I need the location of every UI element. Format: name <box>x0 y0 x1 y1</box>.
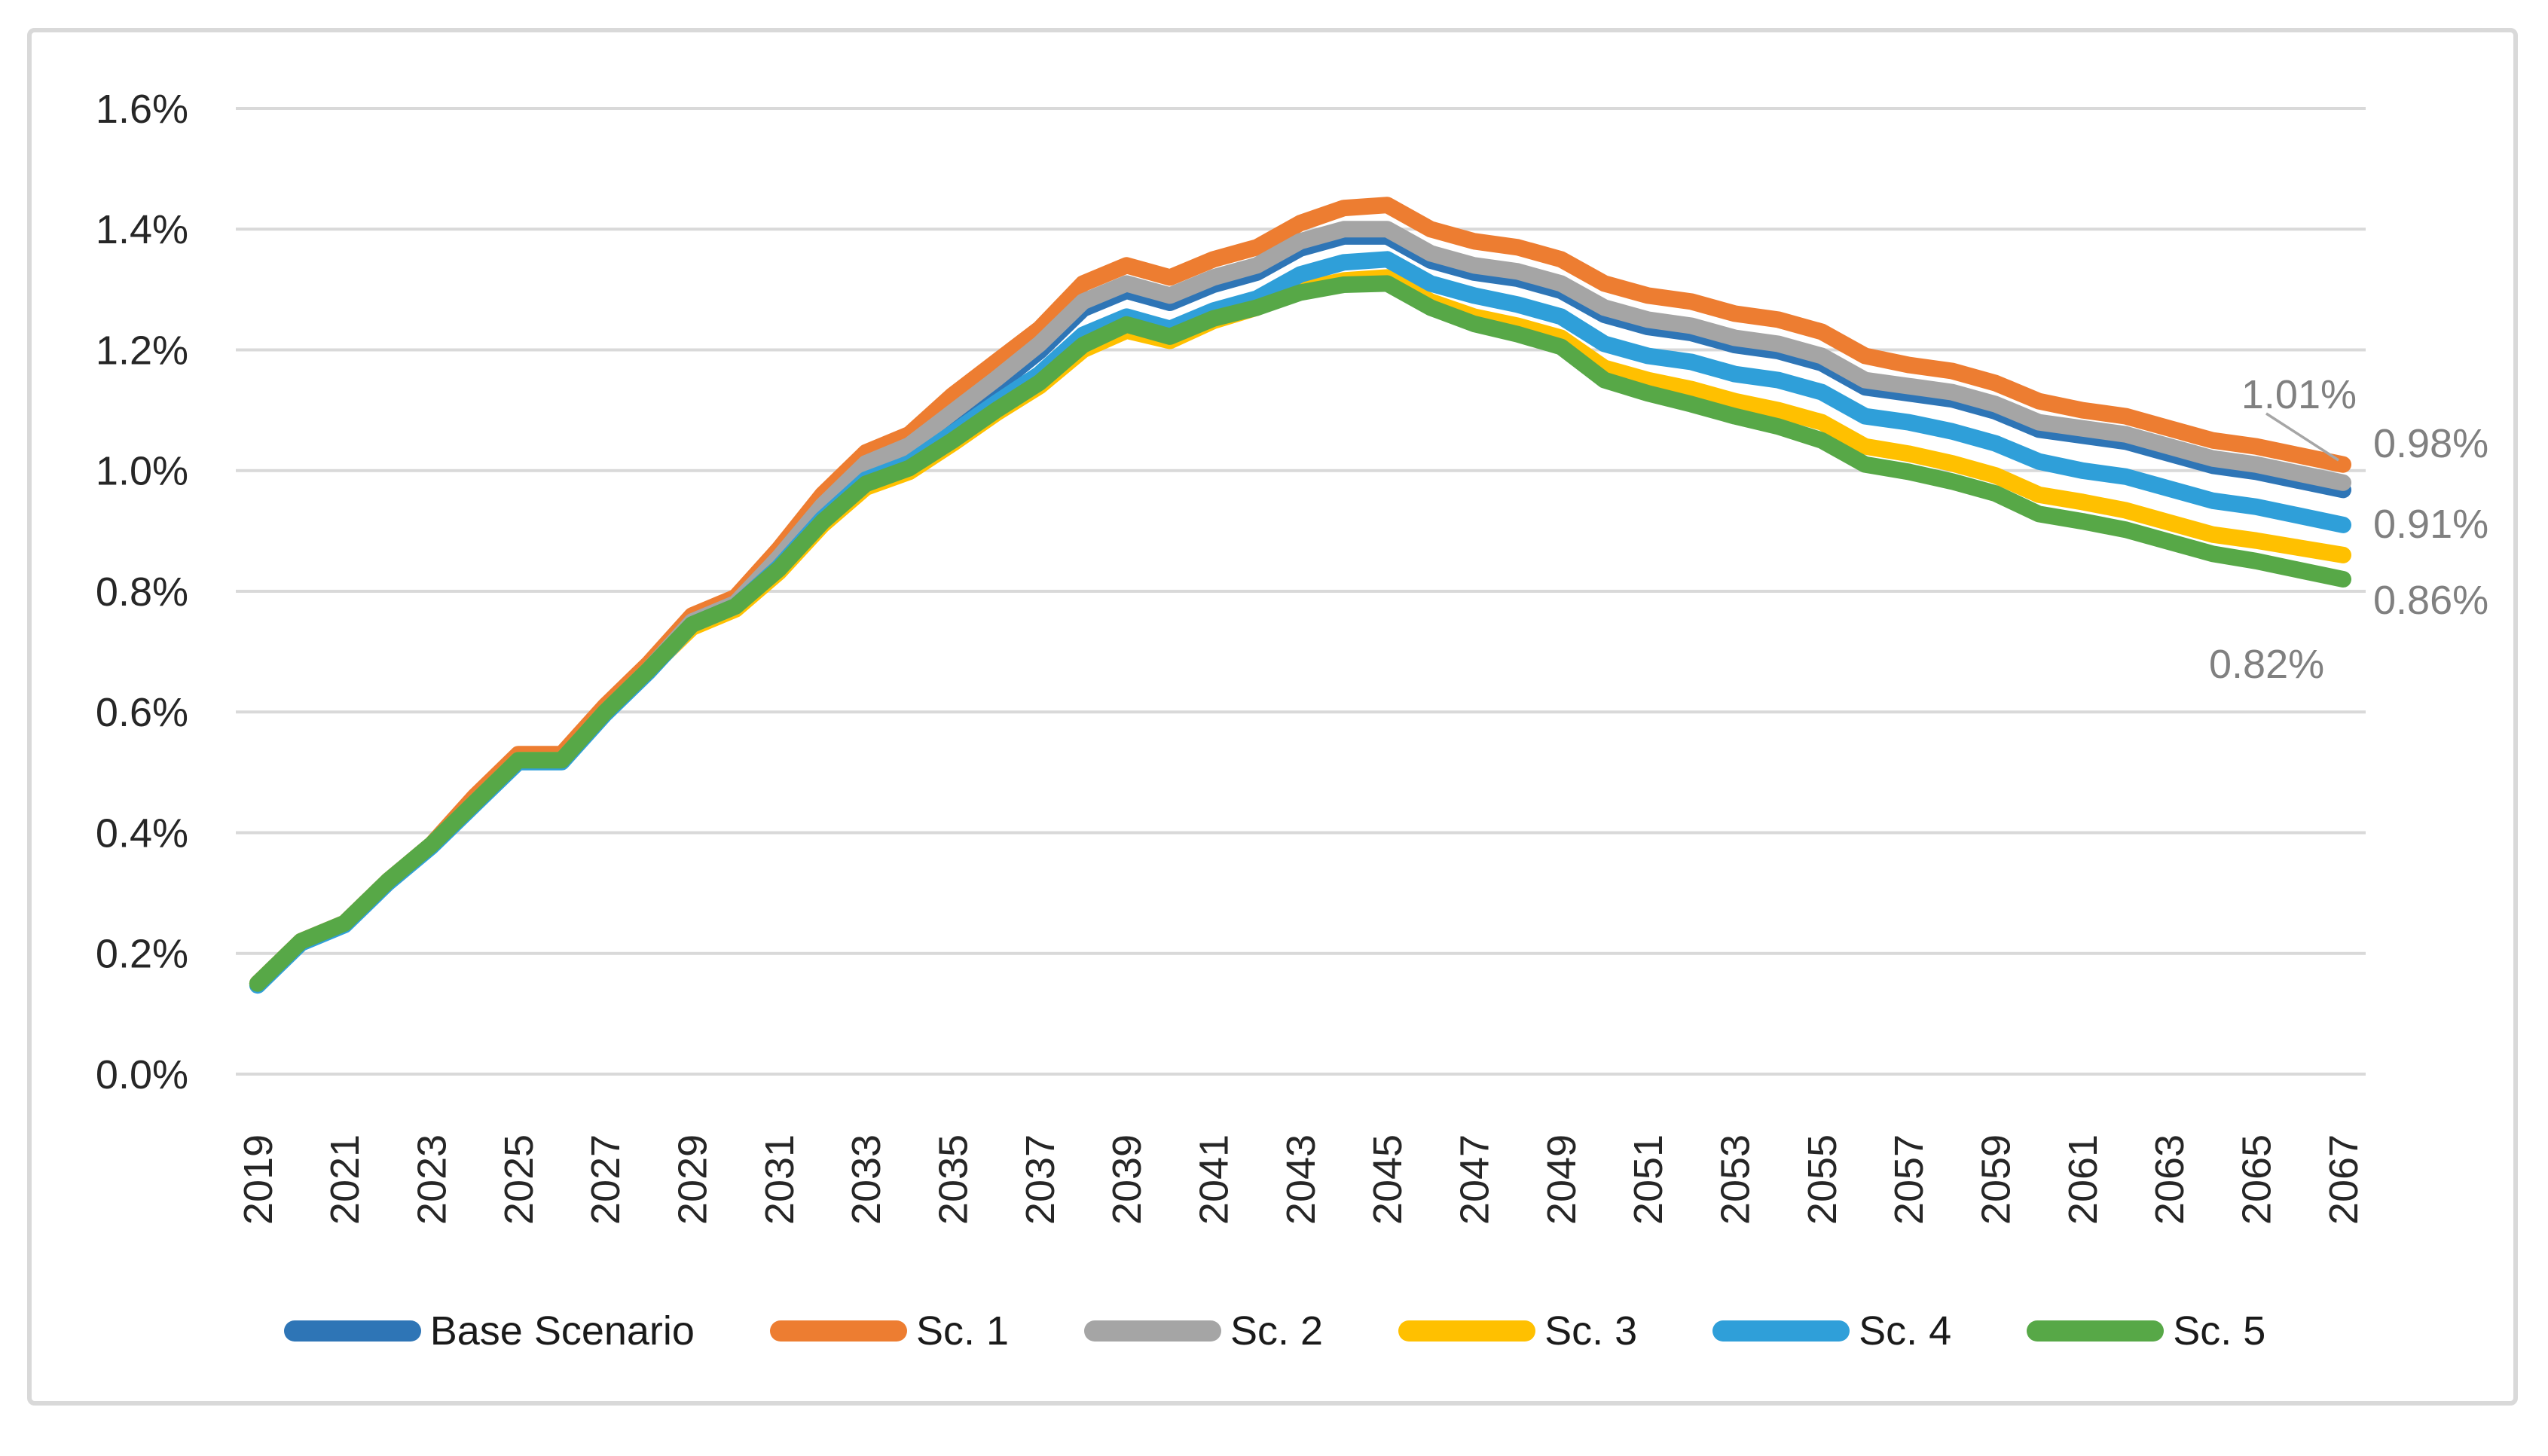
y-tick-label: 0.0% <box>96 1052 188 1097</box>
data-label-sc-2: 0.98% <box>2373 421 2488 466</box>
legend-item-sc-4: Sc. 4 <box>1712 1308 1951 1354</box>
legend-item-sc-5: Sc. 5 <box>2027 1308 2265 1354</box>
series-line-sc-3 <box>249 269 2351 992</box>
x-tick-label: 2027 <box>583 1134 628 1225</box>
x-tick-label: 2039 <box>1104 1134 1150 1225</box>
x-tick-label: 2049 <box>1539 1134 1584 1225</box>
legend-label-sc-5: Sc. 5 <box>2173 1308 2266 1354</box>
gridlines-group <box>236 107 2366 1076</box>
data-label-sc-1: 1.01% <box>2241 372 2357 417</box>
x-tick-label: 2037 <box>1018 1134 1063 1225</box>
legend-swatch-icon-base-scenario <box>283 1320 421 1342</box>
data-label-sc-4: 0.91% <box>2373 502 2488 547</box>
series-line-sc-5 <box>249 275 2351 992</box>
x-tick-label: 2023 <box>409 1134 454 1225</box>
x-tick-label: 2055 <box>1800 1134 1845 1225</box>
y-tick-label: 1.4% <box>96 207 188 252</box>
x-tick-label: 2031 <box>757 1134 802 1225</box>
x-tick-label: 2059 <box>1974 1134 2019 1225</box>
x-tick-label: 2051 <box>1626 1134 1671 1225</box>
legend-item-sc-3: Sc. 3 <box>1398 1308 1637 1354</box>
x-tick-label: 2033 <box>844 1134 889 1225</box>
y-tick-label: 0.2% <box>96 932 188 977</box>
x-tick-label: 2043 <box>1279 1134 1324 1225</box>
y-tick-label: 1.6% <box>96 87 188 132</box>
data-labels-group: 1.01% 0.98% 0.91% 0.86% 0.82% <box>2209 372 2488 687</box>
x-tick-label: 2057 <box>1887 1134 1932 1225</box>
y-tick-label: 0.8% <box>96 569 188 615</box>
legend-item-base-scenario: Base Scenario <box>283 1308 695 1354</box>
data-label-sc-5: 0.82% <box>2209 642 2324 687</box>
x-tick-label: 2065 <box>2235 1134 2280 1225</box>
x-tick-label: 2029 <box>670 1134 715 1225</box>
series-line-sc-1 <box>249 197 2351 992</box>
series-line-sc-2 <box>249 221 2351 992</box>
legend: Base Scenario Sc. 1 Sc. 2 Sc. 3 Sc. 4 Sc. 5 <box>27 1297 2522 1365</box>
legend-label-sc-1: Sc. 1 <box>915 1308 1010 1354</box>
y-tick-label: 0.4% <box>96 810 188 856</box>
x-tick-label: 2067 <box>2321 1134 2366 1225</box>
leader-line-sc-1 <box>2265 412 2339 462</box>
y-axis-labels: 0.0% 0.2% 0.4% 0.6% 0.8% 1.0% 1.2% 1.4% 1.6% <box>96 87 188 1097</box>
legend-swatch-icon-sc-1 <box>769 1320 907 1342</box>
x-tick-label: 2063 <box>2147 1134 2192 1225</box>
x-tick-label: 2053 <box>1713 1134 1758 1225</box>
legend-label-sc-4: Sc. 4 <box>1859 1308 1952 1354</box>
x-axis-labels: 2019 2021 2023 2025 2027 2029 2031 2033 2035 2037… <box>236 1134 2366 1225</box>
x-tick-label: 2041 <box>1191 1134 1236 1225</box>
y-tick-label: 1.2% <box>96 328 188 373</box>
x-tick-label: 2035 <box>930 1134 976 1225</box>
x-tick-label: 2061 <box>2061 1134 2106 1225</box>
x-tick-label: 2045 <box>1365 1134 1410 1225</box>
data-label-sc-3: 0.86% <box>2373 578 2488 623</box>
legend-swatch-icon-sc-2 <box>1084 1320 1222 1342</box>
legend-label-sc-3: Sc. 3 <box>1544 1308 1638 1354</box>
legend-item-sc-1: Sc. 1 <box>769 1308 1010 1354</box>
x-tick-label: 2047 <box>1453 1134 1498 1225</box>
legend-item-sc-2: Sc. 2 <box>1084 1308 1323 1354</box>
series-line-sc-4 <box>249 251 2351 994</box>
x-tick-label: 2021 <box>322 1134 368 1225</box>
x-tick-label: 2019 <box>236 1134 281 1225</box>
y-tick-label: 0.6% <box>96 690 188 735</box>
x-tick-label: 2025 <box>496 1134 542 1225</box>
series-group <box>249 197 2351 994</box>
legend-label-sc-2: Sc. 2 <box>1230 1308 1324 1354</box>
legend-swatch-icon-sc-5 <box>2027 1320 2165 1342</box>
legend-swatch-icon-sc-3 <box>1398 1320 1536 1342</box>
legend-swatch-icon-sc-4 <box>1712 1320 1850 1342</box>
y-tick-label: 1.0% <box>96 449 188 494</box>
legend-label-base-scenario: Base Scenario <box>429 1308 695 1354</box>
